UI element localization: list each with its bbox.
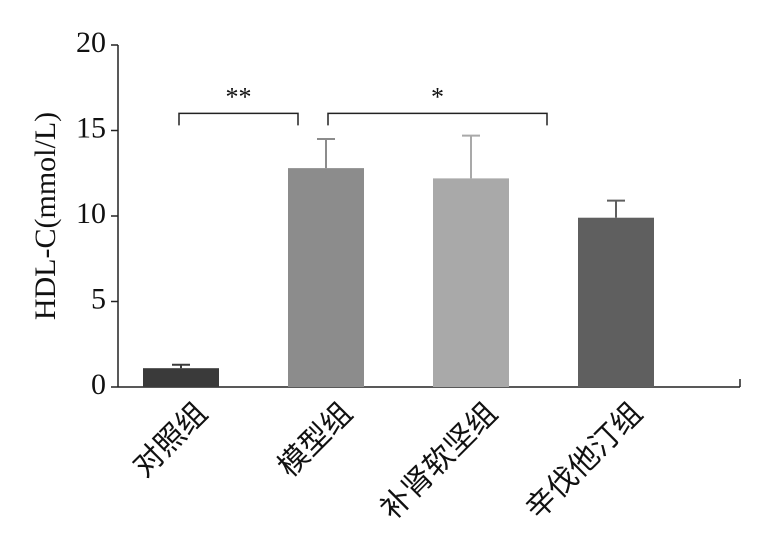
x-tick-label: 补肾软坚组 xyxy=(374,396,505,527)
significance-bracket xyxy=(327,112,548,126)
significance-label: ** xyxy=(226,82,252,111)
y-tick-label: 10 xyxy=(76,197,106,230)
significance-label: * xyxy=(431,82,444,111)
y-axis-label: HDL-C(mmol/L) xyxy=(29,112,62,320)
bar xyxy=(578,217,654,387)
bar xyxy=(288,168,364,387)
y-tick-label: 20 xyxy=(76,26,106,59)
y-tick-label: 0 xyxy=(91,368,106,401)
x-tick-label: 模型组 xyxy=(271,396,359,484)
y-tick-label: 5 xyxy=(91,282,106,315)
significance-bracket xyxy=(178,112,299,126)
bar xyxy=(433,178,509,387)
x-tick-label: 对照组 xyxy=(126,396,214,484)
bar xyxy=(143,368,219,387)
x-tick-label: 辛伐他汀组 xyxy=(519,396,650,527)
y-tick-label: 15 xyxy=(76,111,106,144)
